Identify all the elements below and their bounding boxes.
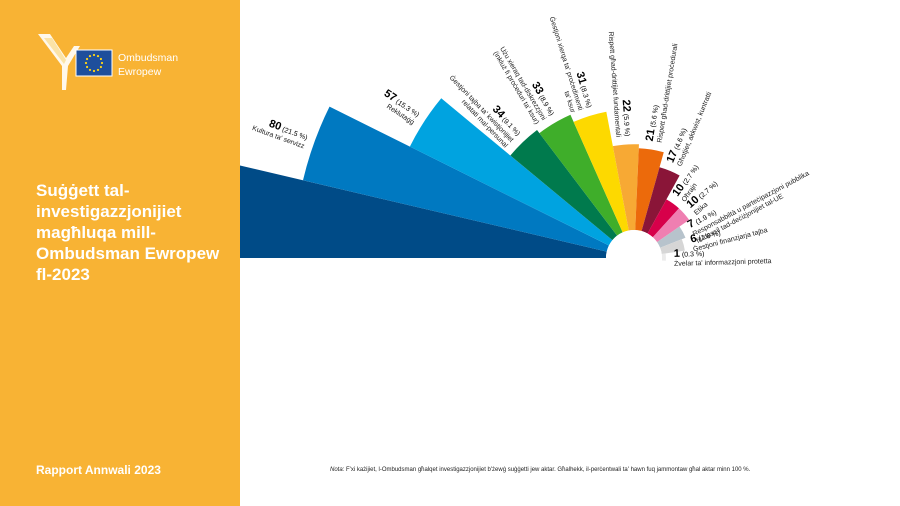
slice-0 — [240, 165, 607, 258]
eu-star — [88, 68, 92, 72]
slice-count: 31 — [573, 70, 588, 85]
slice-count: 80 — [267, 118, 283, 133]
slice-label-10: 10 (2.7 %)Etika — [684, 181, 719, 217]
eu-star — [92, 69, 96, 73]
slice-percent: (5.9 %) — [622, 112, 631, 137]
slice-value: 22 (5.9 %) — [620, 99, 635, 137]
slice-label-line: Rispett għad-drittijiet fundamentali — [607, 31, 622, 138]
slice-label-line: Rispett għad-drittijiet proċedurali — [657, 43, 680, 144]
slice-value: 21 (5.6 %) — [644, 104, 662, 142]
slice-percent: (0.3 %) — [680, 251, 705, 259]
eu-star — [88, 54, 92, 58]
slice-6 — [612, 144, 639, 231]
slice-3 — [510, 129, 618, 241]
eu-star — [92, 53, 96, 57]
slice-count: 17 — [665, 149, 681, 165]
slice-count: 21 — [644, 128, 658, 142]
slice-count: 22 — [620, 99, 633, 112]
slice-10 — [652, 208, 690, 243]
eu-star — [99, 65, 103, 69]
slice-7 — [635, 148, 664, 232]
eu-star — [96, 68, 100, 72]
slice-13 — [661, 253, 666, 261]
slice-1 — [303, 106, 609, 252]
slice-label-5: 31 (8.3 %)Ġestjoni xierqa ta' proċedimen… — [548, 15, 592, 114]
slice-percent: (2.7 %) — [696, 181, 719, 202]
eu-star — [96, 54, 100, 58]
org-name-line2: Ewropew — [118, 66, 162, 78]
slice-4 — [539, 114, 623, 236]
report-title: Suġġett tal-investigazzjonijiet magħluqa… — [36, 181, 220, 284]
slice-label-8: 17 (4.6 %)Għotjiet, akkwist, kuntratti — [665, 91, 714, 168]
slice-9 — [647, 199, 679, 238]
slice-label-line: Responsabbiltà u parteċipazzjoni pubblik… — [692, 170, 811, 238]
eu-star — [100, 61, 104, 65]
ombudsman-logo-icon — [38, 34, 113, 90]
slice-12 — [660, 239, 685, 254]
chart-note: Nota: F'xi każijiet, l-Ombudsman għalqet… — [330, 467, 890, 473]
slice-label-7: 21 (5.6 %)Rispett għad-drittijiet proċed… — [644, 43, 680, 144]
slice-11 — [657, 226, 686, 248]
slice-count: 57 — [382, 87, 399, 104]
slice-value: 1 (0.3 %) — [674, 247, 705, 260]
eu-star — [85, 65, 89, 69]
slice-count: 33 — [529, 80, 546, 97]
slice-label-6: 22 (5.9 %)Rispett għad-drittijiet fundam… — [607, 31, 635, 138]
slice-count: 6 — [689, 233, 698, 246]
eu-stars-icon — [84, 53, 104, 73]
slice-8 — [641, 167, 680, 234]
slice-label-13: 1 (0.3 %)Żvelar ta' informazzjoni protet… — [674, 247, 772, 268]
slice-count: 10 — [670, 182, 687, 199]
polar-area-chart: 127 (34.2 %)Trasparenza uresponsabbiltà8… — [240, 15, 811, 286]
slice-2 — [409, 98, 613, 246]
slice-count: 1 — [674, 248, 680, 260]
slice-percent: (5.6 %) — [650, 104, 661, 129]
eu-star — [84, 61, 88, 65]
note-text: F'xi każijiet, l-Ombudsman għalqet inves… — [344, 467, 751, 473]
report-footer: Rapport Annwali 2023 — [36, 463, 161, 477]
org-name-line1: Ombudsman — [118, 52, 179, 64]
note-label: Nota: — [330, 467, 345, 473]
chart-center-hole — [606, 230, 662, 286]
slice-label-1: 80 (21.5 %)Kultura ta' servizz — [251, 118, 308, 151]
slice-count: 7 — [686, 217, 697, 230]
eu-star — [85, 57, 89, 61]
sidebar: Ombudsman Ewropew Suġġett tal-investigaz… — [0, 0, 240, 506]
slice-label-line: Żvelar ta' informazzjoni protetta — [674, 256, 772, 268]
slice-label-2: 57 (15.3 %)Reklutaġġ — [382, 87, 420, 126]
slice-5 — [573, 111, 629, 233]
eu-star — [99, 57, 103, 61]
